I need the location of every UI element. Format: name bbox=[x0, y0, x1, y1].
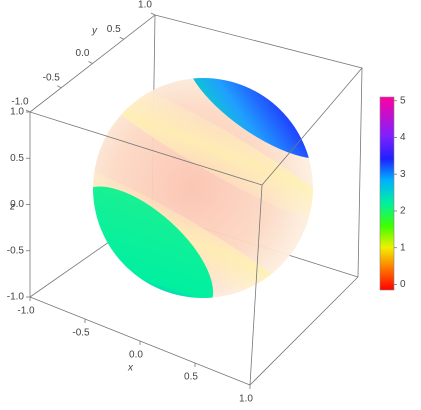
x-tick-label: 0.0 bbox=[129, 350, 143, 361]
x-tick-label: -1.0 bbox=[17, 306, 35, 317]
z-axis-label: z bbox=[9, 202, 15, 213]
y-tick-label: -0.5 bbox=[43, 72, 61, 83]
z-tick-label: 0.0 bbox=[10, 199, 24, 210]
x-tick-label: 0.5 bbox=[184, 372, 198, 383]
y-axis-label: y bbox=[91, 26, 98, 37]
y-tick-label: 0.5 bbox=[107, 24, 121, 35]
y-tick bbox=[88, 61, 93, 64]
colorbar-tick-label: 3 bbox=[400, 169, 406, 180]
sphere bbox=[93, 78, 313, 298]
x-tick-label: 1.0 bbox=[239, 394, 253, 405]
colorbar-tick-label: 4 bbox=[400, 132, 406, 143]
colorbar bbox=[379, 96, 395, 291]
y-tick bbox=[150, 12, 156, 16]
colorbar-tick-label: 5 bbox=[400, 95, 406, 106]
z-tick-label: 1.0 bbox=[10, 107, 24, 118]
colorbar-tick-label: 1 bbox=[400, 242, 406, 253]
y-tick-label: 0.0 bbox=[76, 48, 90, 59]
z-tick-label: -0.5 bbox=[7, 245, 25, 256]
y-tick-label: 1.0 bbox=[138, 0, 152, 11]
colorbar-tick-label: 2 bbox=[400, 206, 406, 217]
x-tick-label: -0.5 bbox=[72, 328, 90, 339]
y-tick-label: -1.0 bbox=[11, 97, 29, 108]
colorbar-tick-label: 0 bbox=[400, 279, 406, 290]
y-tick bbox=[119, 36, 124, 40]
x-axis-label: x bbox=[127, 363, 134, 374]
z-tick-label: -1.0 bbox=[7, 292, 25, 303]
z-tick-label: 0.5 bbox=[10, 153, 24, 164]
y-tick bbox=[57, 85, 62, 89]
